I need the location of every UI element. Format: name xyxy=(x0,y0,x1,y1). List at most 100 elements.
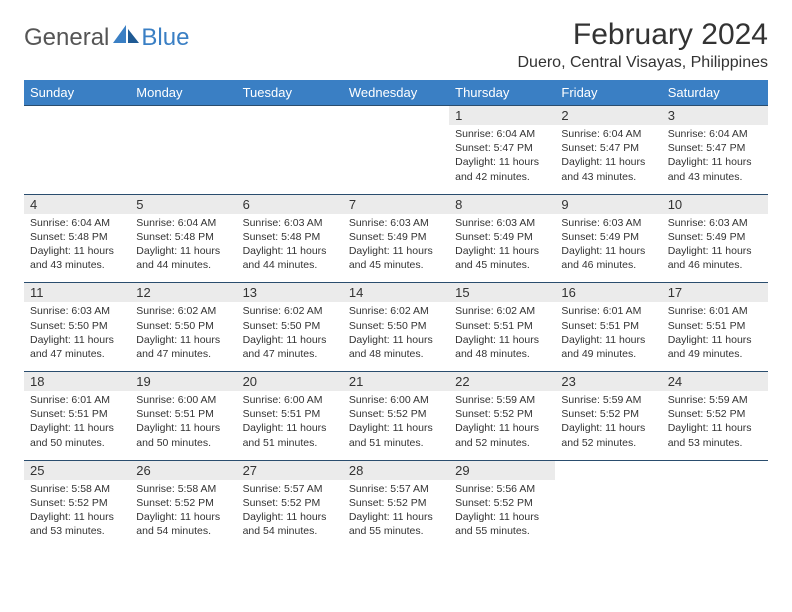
day-number: 27 xyxy=(237,460,343,480)
sunset-text: Sunset: 5:50 PM xyxy=(349,319,443,333)
day-number: 25 xyxy=(24,460,130,480)
day-number: 7 xyxy=(343,194,449,214)
sunset-text: Sunset: 5:52 PM xyxy=(561,407,655,421)
day-detail: Sunrise: 6:02 AMSunset: 5:50 PMDaylight:… xyxy=(237,302,343,371)
day-detail: Sunrise: 5:56 AMSunset: 5:52 PMDaylight:… xyxy=(449,480,555,549)
day-detail: Sunrise: 6:03 AMSunset: 5:50 PMDaylight:… xyxy=(24,302,130,371)
day-detail: Sunrise: 6:03 AMSunset: 5:49 PMDaylight:… xyxy=(343,214,449,283)
sunset-text: Sunset: 5:52 PM xyxy=(136,496,230,510)
detail-row: Sunrise: 6:04 AMSunset: 5:48 PMDaylight:… xyxy=(24,214,768,283)
sunrise-text: Sunrise: 6:00 AM xyxy=(136,393,230,407)
sunrise-text: Sunrise: 6:01 AM xyxy=(561,304,655,318)
day-number: 23 xyxy=(555,372,661,392)
daylight-text: Daylight: 11 hours and 50 minutes. xyxy=(136,421,230,449)
sunset-text: Sunset: 5:52 PM xyxy=(455,407,549,421)
day-number: 19 xyxy=(130,372,236,392)
sunrise-text: Sunrise: 6:01 AM xyxy=(30,393,124,407)
day-detail: Sunrise: 5:59 AMSunset: 5:52 PMDaylight:… xyxy=(449,391,555,460)
day-number: 10 xyxy=(662,194,768,214)
weekday-header: Saturday xyxy=(662,80,768,106)
sunset-text: Sunset: 5:49 PM xyxy=(349,230,443,244)
sunset-text: Sunset: 5:47 PM xyxy=(561,141,655,155)
daylight-text: Daylight: 11 hours and 42 minutes. xyxy=(455,155,549,183)
day-detail: Sunrise: 5:59 AMSunset: 5:52 PMDaylight:… xyxy=(662,391,768,460)
sunrise-text: Sunrise: 5:56 AM xyxy=(455,482,549,496)
daylight-text: Daylight: 11 hours and 47 minutes. xyxy=(136,333,230,361)
day-number: 6 xyxy=(237,194,343,214)
day-number: 16 xyxy=(555,283,661,303)
day-number: 12 xyxy=(130,283,236,303)
daylight-text: Daylight: 11 hours and 45 minutes. xyxy=(349,244,443,272)
day-detail: Sunrise: 6:00 AMSunset: 5:51 PMDaylight:… xyxy=(130,391,236,460)
daynum-row: 45678910 xyxy=(24,194,768,214)
sunset-text: Sunset: 5:49 PM xyxy=(668,230,762,244)
day-detail: Sunrise: 6:01 AMSunset: 5:51 PMDaylight:… xyxy=(555,302,661,371)
sunrise-text: Sunrise: 6:02 AM xyxy=(455,304,549,318)
sunrise-text: Sunrise: 6:03 AM xyxy=(30,304,124,318)
title-block: February 2024 Duero, Central Visayas, Ph… xyxy=(518,18,769,72)
empty-cell xyxy=(343,125,449,194)
sunset-text: Sunset: 5:50 PM xyxy=(243,319,337,333)
day-detail: Sunrise: 6:03 AMSunset: 5:48 PMDaylight:… xyxy=(237,214,343,283)
calendar-body: 123Sunrise: 6:04 AMSunset: 5:47 PMDaylig… xyxy=(24,106,768,549)
daynum-row: 123 xyxy=(24,106,768,126)
sunset-text: Sunset: 5:51 PM xyxy=(455,319,549,333)
sunset-text: Sunset: 5:47 PM xyxy=(455,141,549,155)
sunset-text: Sunset: 5:52 PM xyxy=(668,407,762,421)
detail-row: Sunrise: 6:01 AM Sunset: 5:51 PM Daylight:… xyxy=(24,391,768,460)
sunset-text: Sunset: 5:51 PM xyxy=(243,407,337,421)
day-detail: Sunrise: 6:00 AMSunset: 5:51 PMDaylight:… xyxy=(237,391,343,460)
daylight-text: Daylight: 11 hours and 51 minutes. xyxy=(349,421,443,449)
sunset-text: Sunset: 5:48 PM xyxy=(136,230,230,244)
sunset-text: Sunset: 5:49 PM xyxy=(561,230,655,244)
day-detail: Sunrise: 5:58 AMSunset: 5:52 PMDaylight:… xyxy=(130,480,236,549)
sunrise-text: Sunrise: 6:03 AM xyxy=(561,216,655,230)
sunset-text: Sunset: 5:52 PM xyxy=(349,496,443,510)
day-detail: Sunrise: 5:57 AMSunset: 5:52 PMDaylight:… xyxy=(343,480,449,549)
sunrise-text: Sunrise: 6:02 AM xyxy=(349,304,443,318)
empty-cell xyxy=(343,106,449,126)
empty-cell xyxy=(555,480,661,549)
daylight-text: Daylight: 11 hours and 46 minutes. xyxy=(561,244,655,272)
day-number: 11 xyxy=(24,283,130,303)
empty-cell xyxy=(24,125,130,194)
empty-cell xyxy=(662,460,768,480)
detail-row: Sunrise: 6:03 AMSunset: 5:50 PMDaylight:… xyxy=(24,302,768,371)
sunrise-text: Sunrise: 6:04 AM xyxy=(455,127,549,141)
daylight-text: Daylight: 11 hours and 44 minutes. xyxy=(136,244,230,272)
daylight-text: Daylight: 11 hours and 43 minutes. xyxy=(561,155,655,183)
weekday-header: Wednesday xyxy=(343,80,449,106)
sunset-text: Sunset: 5:50 PM xyxy=(30,319,124,333)
daylight-text: Daylight: 11 hours and 48 minutes. xyxy=(349,333,443,361)
daylight-text: Daylight: 11 hours and 55 minutes. xyxy=(455,510,549,538)
sunset-text: Sunset: 5:50 PM xyxy=(136,319,230,333)
sunrise-text: Sunrise: 5:57 AM xyxy=(243,482,337,496)
day-detail: Sunrise: 6:04 AMSunset: 5:47 PMDaylight:… xyxy=(662,125,768,194)
day-number: 4 xyxy=(24,194,130,214)
empty-cell xyxy=(555,460,661,480)
daylight-text: Daylight: 11 hours and 46 minutes. xyxy=(668,244,762,272)
daynum-row: 11121314151617 xyxy=(24,283,768,303)
day-number: 21 xyxy=(343,372,449,392)
daylight-text: Daylight: 11 hours and 44 minutes. xyxy=(243,244,337,272)
day-detail: Sunrise: 6:04 AMSunset: 5:47 PMDaylight:… xyxy=(449,125,555,194)
day-detail: Sunrise: 6:02 AMSunset: 5:50 PMDaylight:… xyxy=(343,302,449,371)
daylight-text: Daylight: 11 hours and 47 minutes. xyxy=(30,333,124,361)
day-number: 29 xyxy=(449,460,555,480)
day-number: 26 xyxy=(130,460,236,480)
daylight-text: Daylight: 11 hours and 48 minutes. xyxy=(455,333,549,361)
sunrise-text: Sunrise: 6:02 AM xyxy=(136,304,230,318)
day-detail: Sunrise: 6:01 AMSunset: 5:51 PMDaylight:… xyxy=(662,302,768,371)
daylight-text: Daylight: 11 hours and 54 minutes. xyxy=(243,510,337,538)
day-number: 18 xyxy=(24,372,130,392)
day-number: 13 xyxy=(237,283,343,303)
empty-cell xyxy=(130,106,236,126)
sunrise-text: Sunrise: 5:59 AM xyxy=(455,393,549,407)
sunset-text: Sunset: 5:52 PM xyxy=(243,496,337,510)
day-detail: Sunrise: 6:04 AMSunset: 5:48 PMDaylight:… xyxy=(24,214,130,283)
detail-row: Sunrise: 5:58 AMSunset: 5:52 PMDaylight:… xyxy=(24,480,768,549)
day-detail: Sunrise: 6:03 AMSunset: 5:49 PMDaylight:… xyxy=(662,214,768,283)
month-title: February 2024 xyxy=(518,18,769,52)
day-number: 28 xyxy=(343,460,449,480)
day-detail: Sunrise: 6:02 AMSunset: 5:50 PMDaylight:… xyxy=(130,302,236,371)
